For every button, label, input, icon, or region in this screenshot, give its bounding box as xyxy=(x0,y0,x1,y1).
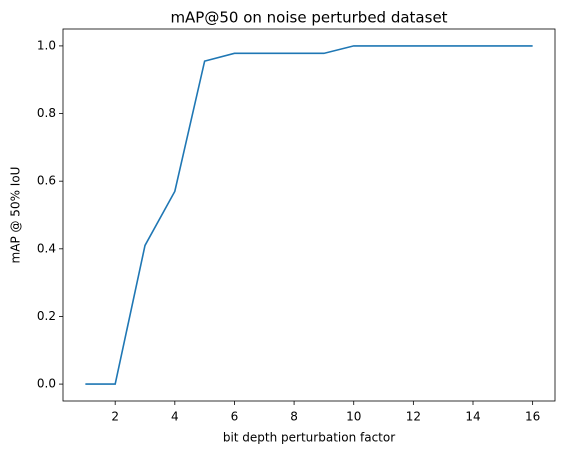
y-tick-label: 0.4 xyxy=(37,241,56,255)
x-axis-label: bit depth perturbation factor xyxy=(223,431,395,445)
x-tick-label: 10 xyxy=(346,410,361,424)
y-tick-label: 0.6 xyxy=(37,174,56,188)
x-tick-label: 2 xyxy=(111,410,119,424)
plot-frame xyxy=(62,28,556,402)
chart-title: mAP@50 on noise perturbed dataset xyxy=(170,9,447,27)
y-tick-label: 0.8 xyxy=(37,106,56,120)
line-series xyxy=(85,45,533,385)
x-tick-label: 6 xyxy=(231,410,239,424)
x-tick-label: 16 xyxy=(525,410,540,424)
y-tick-label: 0.2 xyxy=(37,309,56,323)
x-tick-label: 8 xyxy=(290,410,298,424)
y-axis-label: mAP @ 50% IoU xyxy=(9,167,23,264)
x-tick-label: 14 xyxy=(465,410,480,424)
x-tick-label: 12 xyxy=(406,410,421,424)
x-tick-label: 4 xyxy=(171,410,179,424)
y-tick-label: 0.0 xyxy=(37,377,56,391)
y-tick-label: 1.0 xyxy=(37,38,56,52)
